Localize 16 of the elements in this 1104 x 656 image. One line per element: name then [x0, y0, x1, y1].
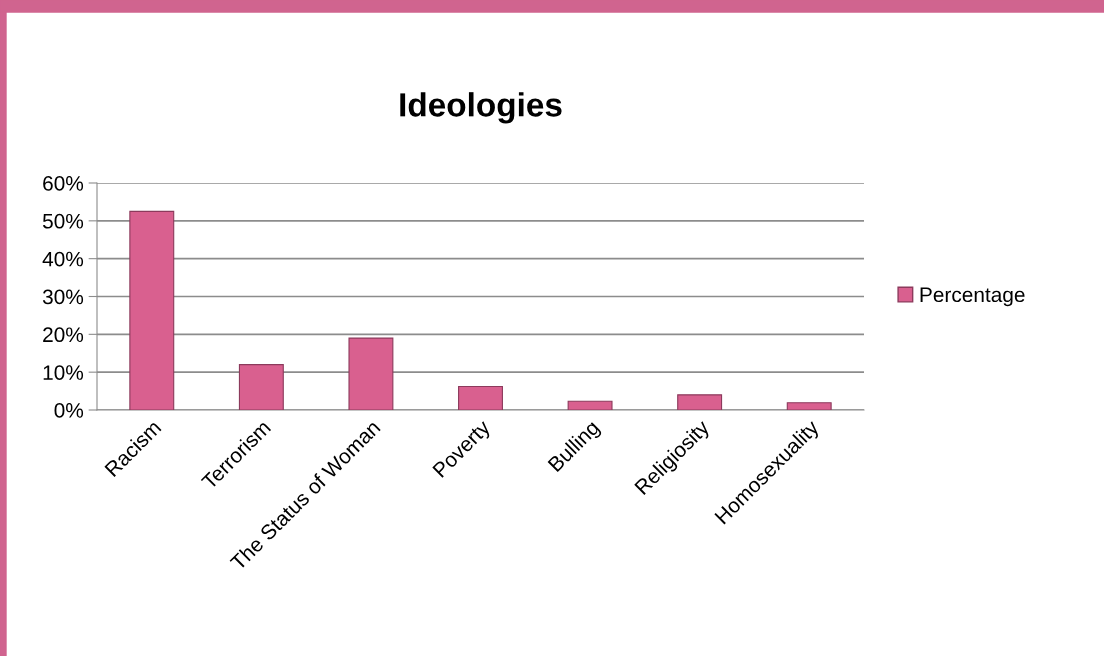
y-tick-label: 60%	[43, 176, 84, 191]
y-tick-label: 0%	[54, 403, 84, 418]
chart-title: Ideologies	[400, 92, 562, 124]
bar	[458, 385, 503, 410]
y-tick-label: 30%	[42, 289, 84, 305]
bar	[786, 402, 832, 410]
y-tick-label: 40%	[42, 251, 84, 267]
bar	[677, 394, 723, 410]
legend-label: Percentage	[920, 287, 1025, 307]
bar	[567, 400, 613, 410]
y-tick-label: 50%	[42, 213, 84, 229]
y-tick-label: 10%	[43, 365, 84, 380]
bar	[238, 364, 284, 410]
bar	[348, 337, 394, 410]
bar	[129, 210, 175, 410]
y-tick-label: 20%	[43, 327, 84, 343]
